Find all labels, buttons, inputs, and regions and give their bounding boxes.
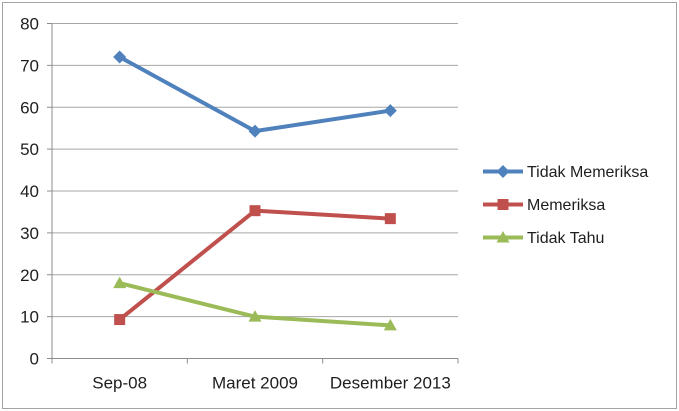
triangle-marker-icon-tidak-tahu [248,310,262,322]
triangle-marker-icon-legend [496,231,510,243]
diamond-marker-icon-tidak-memeriksa [383,104,397,118]
square-marker-icon-memeriksa [249,205,261,217]
diamond-marker-icon-legend [496,165,510,178]
legend-label-memeriksa: Memeriksa [527,197,605,214]
y-tick-label: 20 [20,266,39,285]
y-tick-label: 50 [20,140,39,159]
y-tick-label: 80 [20,15,39,34]
x-category-label: Desember 2013 [330,374,451,393]
legend-label-tidak-tahu: Tidak Tahu [527,230,604,247]
legend-label-tidak-memeriksa: Tidak Memeriksa [527,164,648,181]
y-tick-label: 30 [20,224,39,243]
y-tick-label: 60 [20,98,39,117]
square-marker-icon-legend [497,199,509,210]
diamond-marker-icon-tidak-memeriksa [113,50,127,64]
triangle-marker-icon-tidak-tahu [383,318,397,331]
y-tick-label: 40 [20,182,39,201]
square-marker-icon-memeriksa [114,314,126,326]
y-tick-label: 70 [20,56,39,75]
y-tick-label: 10 [20,308,39,327]
y-tick-label: 0 [30,350,39,369]
x-category-label: Maret 2009 [212,374,298,393]
diamond-marker-icon-tidak-memeriksa [248,124,262,138]
square-marker-icon-memeriksa [384,213,396,225]
triangle-marker-icon-tidak-tahu [113,276,127,289]
x-category-label: Sep-08 [92,374,147,393]
